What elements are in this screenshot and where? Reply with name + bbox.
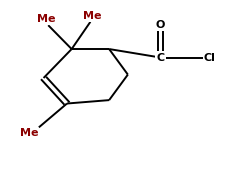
Text: Cl: Cl [204, 53, 216, 63]
Text: O: O [156, 20, 165, 30]
Text: C: C [157, 53, 165, 63]
Text: Me: Me [83, 11, 102, 21]
Text: Me: Me [20, 128, 39, 138]
Text: Me: Me [37, 14, 55, 24]
